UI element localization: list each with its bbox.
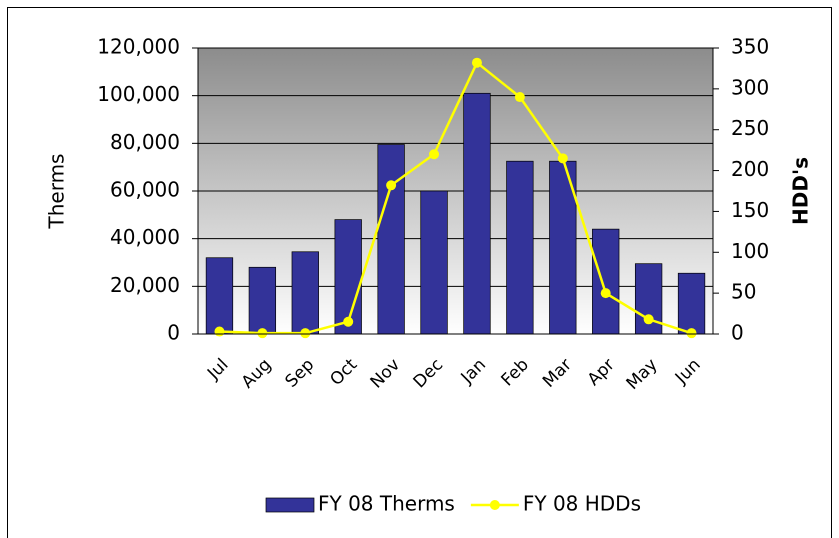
x-tick-label: Jul xyxy=(203,355,232,384)
bar xyxy=(592,228,620,335)
y-tick-label: 120,000 xyxy=(97,35,180,59)
bar xyxy=(506,160,534,335)
y2-axis-label: HDD's xyxy=(789,157,813,225)
legend-swatch xyxy=(265,497,315,513)
x-tick-label: Aug xyxy=(238,355,276,393)
bar xyxy=(291,251,319,335)
line-point xyxy=(514,92,525,103)
x-tick-label: May xyxy=(623,355,662,394)
bar xyxy=(248,266,277,335)
chart-frame xyxy=(7,7,832,538)
x-tick-label: Jan xyxy=(457,355,490,388)
y-tick-label: 100,000 xyxy=(97,82,180,106)
y-tick-label: 80,000 xyxy=(110,130,180,154)
x-tick-label: Oct xyxy=(326,355,361,390)
line-point xyxy=(300,328,311,339)
y2-tick-label: 50 xyxy=(731,280,756,304)
y-axis-label: Therms xyxy=(45,154,69,230)
y2-tick-label: 350 xyxy=(731,35,769,59)
y2-tick-label: 250 xyxy=(731,116,769,140)
y-tick-label: 60,000 xyxy=(110,178,180,202)
y2-tick-label: 0 xyxy=(731,321,744,345)
y2-tick-label: 300 xyxy=(731,75,769,99)
bar xyxy=(420,190,448,335)
line-point xyxy=(214,326,225,337)
y2-tick-label: 100 xyxy=(731,239,769,263)
x-tick-label: Jun xyxy=(671,355,705,389)
legend-label: FY 08 HDDs xyxy=(523,492,641,516)
legend-swatch xyxy=(489,500,500,510)
line-point xyxy=(686,328,697,339)
bar xyxy=(334,219,362,335)
line-point xyxy=(471,57,482,68)
line-point xyxy=(557,153,568,164)
x-tick-label: Apr xyxy=(584,355,619,390)
line xyxy=(219,60,692,335)
y2-tick-label: 200 xyxy=(731,157,769,181)
legend-label: FY 08 Therms xyxy=(318,492,455,516)
bar xyxy=(677,272,706,335)
x-tick-label: Feb xyxy=(498,355,533,390)
bar xyxy=(463,92,491,335)
y-tick-label: 40,000 xyxy=(110,225,180,249)
line-point xyxy=(343,316,354,327)
x-tick-label: Dec xyxy=(410,355,447,392)
line-point xyxy=(429,149,440,160)
x-tick-label: Nov xyxy=(367,355,405,393)
line-point xyxy=(643,314,654,325)
x-tick-label: Sep xyxy=(282,355,319,392)
y-tick-label: 20,000 xyxy=(110,273,180,297)
bar xyxy=(377,144,405,335)
y2-tick-label: 150 xyxy=(731,198,769,222)
line-point xyxy=(257,328,268,339)
bar xyxy=(205,257,234,335)
line-point xyxy=(600,288,611,299)
line-point xyxy=(386,180,397,191)
y-tick-label: 0 xyxy=(167,321,180,345)
x-tick-label: Mar xyxy=(539,355,576,392)
